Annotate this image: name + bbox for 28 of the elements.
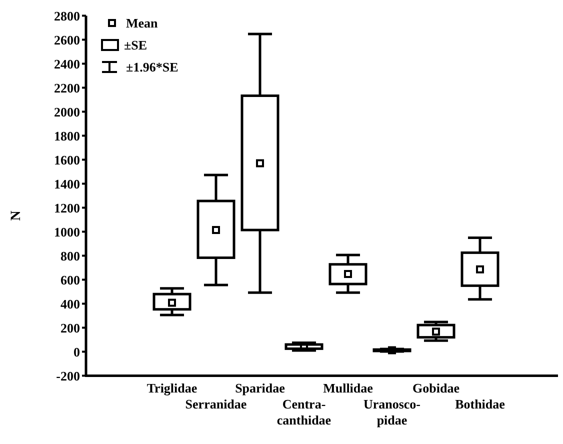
- y-tick-label: 2800: [54, 8, 80, 24]
- y-tick-label: 1600: [54, 152, 80, 168]
- y-tick-label: 2400: [54, 56, 80, 72]
- y-tick-label: -200: [56, 368, 80, 384]
- annotation: ±1.96*SE: [126, 60, 178, 75]
- annotation: Mean: [126, 16, 159, 31]
- y-tick-label: 1400: [54, 176, 80, 192]
- x-tick-label: Bothidae: [455, 396, 506, 412]
- y-tick-label: 2200: [54, 80, 80, 96]
- x-tick-label: Sparidae: [235, 380, 286, 396]
- y-axis-title: N: [9, 210, 24, 221]
- y-tick-label: 1000: [54, 224, 80, 240]
- x-tick-label: Mullidae: [323, 380, 374, 396]
- y-tick-label: 2000: [54, 104, 80, 120]
- text: ±SE: [124, 38, 148, 53]
- y-tick-label: 600: [60, 272, 80, 288]
- x-tick-label: Gobidae: [412, 380, 460, 396]
- y-tick-label: 800: [60, 248, 80, 264]
- x-tick-label: Centra- canthidae: [276, 396, 332, 428]
- y-tick-label: 0: [74, 344, 80, 360]
- y-tick-label: 2600: [54, 32, 80, 48]
- y-tick-label: 200: [60, 320, 80, 336]
- x-tick-label: Serranidae: [185, 396, 247, 412]
- y-tick-label: 400: [60, 296, 80, 312]
- x-tick-label: Uranosco- pidae: [363, 396, 421, 428]
- x-tick-label: Triglidae: [146, 380, 198, 396]
- y-tick-label: 1200: [54, 200, 80, 216]
- y-tick-label: 1800: [54, 128, 80, 144]
